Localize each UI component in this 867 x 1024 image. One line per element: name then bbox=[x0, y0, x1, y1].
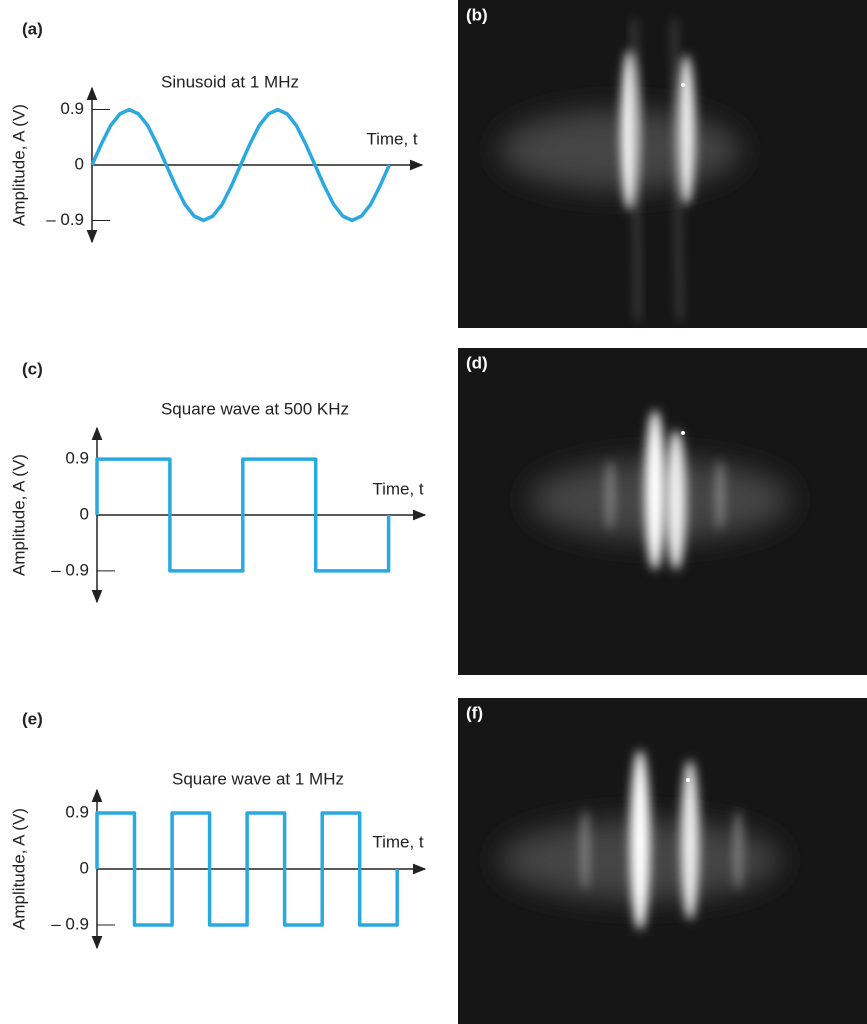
photo: (f) bbox=[458, 698, 867, 1024]
y-tick-label: 0.9 bbox=[65, 449, 89, 468]
y-axis-label: Amplitude, A (V) bbox=[9, 454, 28, 576]
y-tick-label: 0 bbox=[80, 858, 89, 877]
photo-label: (f) bbox=[466, 703, 483, 722]
chart-title: Square wave at 1 MHz bbox=[172, 769, 344, 788]
y-axis-label: Amplitude, A (V) bbox=[9, 808, 28, 930]
panel-label: (a) bbox=[22, 19, 43, 38]
y-tick-label: – 0.9 bbox=[51, 914, 89, 933]
photo-label: (d) bbox=[466, 353, 488, 372]
chart-title: Sinusoid at 1 MHz bbox=[161, 72, 299, 91]
waveform bbox=[95, 457, 391, 573]
chart: (e) Square wave at 1 MHz Amplitude, A (V) T… bbox=[9, 709, 427, 950]
y-tick-label: 0 bbox=[80, 504, 89, 523]
chart-title: Square wave at 500 KHz bbox=[161, 399, 349, 418]
x-axis-label: Time, t bbox=[372, 479, 424, 498]
waveform bbox=[95, 811, 399, 927]
y-axis-label: Amplitude, A (V) bbox=[9, 104, 28, 226]
panel-label: (c) bbox=[22, 359, 43, 378]
y-tick-label: 0.9 bbox=[65, 803, 89, 822]
photo: (b) bbox=[458, 0, 867, 328]
y-tick-label: 0 bbox=[75, 154, 84, 173]
photo: (d) bbox=[458, 348, 867, 675]
y-tick-label: 0.9 bbox=[60, 99, 84, 118]
chart: (c) Square wave at 500 KHz Amplitude, A (V… bbox=[9, 359, 427, 604]
y-tick-label: – 0.9 bbox=[51, 560, 89, 579]
x-axis-label: Time, t bbox=[372, 832, 424, 851]
panel-label: (e) bbox=[22, 709, 43, 728]
y-tick-label: – 0.9 bbox=[46, 210, 84, 229]
chart: (a) Sinusoid at 1 MHz Amplitude, A (V) Time… bbox=[9, 19, 424, 244]
x-axis-label: Time, t bbox=[366, 129, 418, 148]
waveform bbox=[90, 107, 391, 223]
photo-label: (b) bbox=[466, 5, 488, 24]
